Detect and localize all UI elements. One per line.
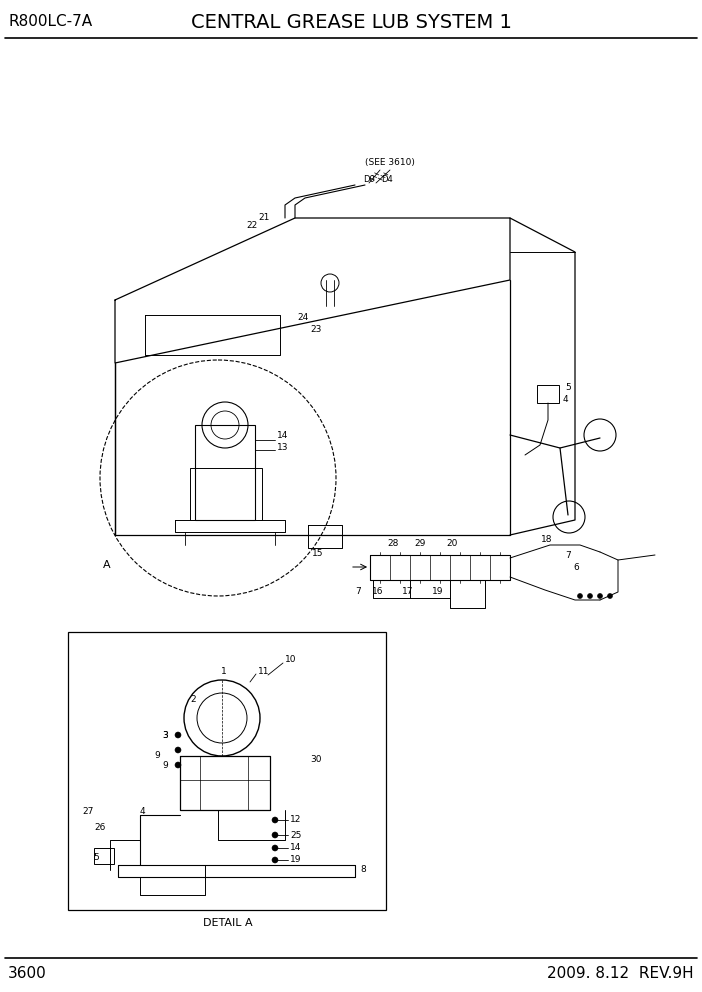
Text: 13: 13 [277,443,289,452]
Circle shape [597,593,602,598]
Text: 4: 4 [563,396,569,405]
Text: 11: 11 [258,668,270,677]
Text: 3600: 3600 [8,966,47,981]
Circle shape [272,857,278,863]
Text: 7: 7 [565,552,571,560]
Text: 28: 28 [388,539,399,548]
Bar [195,425,255,520]
Text: 3: 3 [162,731,168,740]
Text: 17: 17 [402,587,413,596]
Text: 5: 5 [565,383,571,392]
Text: 4: 4 [140,807,145,816]
Circle shape [607,593,613,598]
Text: 6: 6 [573,563,579,572]
Text: 2009. 8.12  REV.9H: 2009. 8.12 REV.9H [548,966,694,981]
Bar [94,848,114,864]
Text: 29: 29 [414,539,425,548]
Text: D4: D4 [381,175,392,184]
Text: 30: 30 [310,756,322,765]
Text: 27: 27 [82,807,93,816]
Text: 20: 20 [446,539,458,548]
Text: 14: 14 [290,843,301,852]
Circle shape [272,845,278,851]
Text: 1: 1 [221,668,227,677]
Text: 7: 7 [355,587,361,596]
Text: 23: 23 [310,325,322,334]
Text: 21: 21 [258,213,270,222]
Text: 18: 18 [541,536,552,545]
Text: 19: 19 [432,587,444,596]
Bar [537,385,559,403]
Text: 9: 9 [162,761,168,770]
Bar [190,468,262,520]
Text: 15: 15 [312,549,324,558]
Text: 19: 19 [290,855,301,864]
Text: 9: 9 [154,751,160,760]
Circle shape [578,593,583,598]
Text: D0: D0 [363,175,375,184]
Text: CENTRAL GREASE LUB SYSTEM 1: CENTRAL GREASE LUB SYSTEM 1 [190,13,512,32]
Text: 16: 16 [372,587,384,596]
Circle shape [272,817,278,823]
Text: DETAIL A: DETAIL A [203,918,253,928]
Text: 5: 5 [93,853,99,862]
Text: 10: 10 [285,656,296,665]
Bar [68,632,386,910]
Text: 8: 8 [360,865,366,875]
Text: (SEE 3610): (SEE 3610) [365,159,415,168]
Text: 24: 24 [297,313,308,322]
Text: 26: 26 [94,822,106,831]
Text: 3: 3 [162,730,168,739]
Text: 12: 12 [290,815,301,824]
Circle shape [175,747,181,753]
Text: 14: 14 [277,432,289,440]
Text: 22: 22 [246,221,258,230]
Text: 25: 25 [290,830,301,839]
Text: A: A [103,560,111,570]
Text: R800LC-7A: R800LC-7A [8,15,92,30]
Circle shape [175,732,181,738]
Circle shape [175,762,181,768]
Circle shape [588,593,592,598]
Circle shape [272,832,278,838]
Text: 2: 2 [190,695,196,704]
